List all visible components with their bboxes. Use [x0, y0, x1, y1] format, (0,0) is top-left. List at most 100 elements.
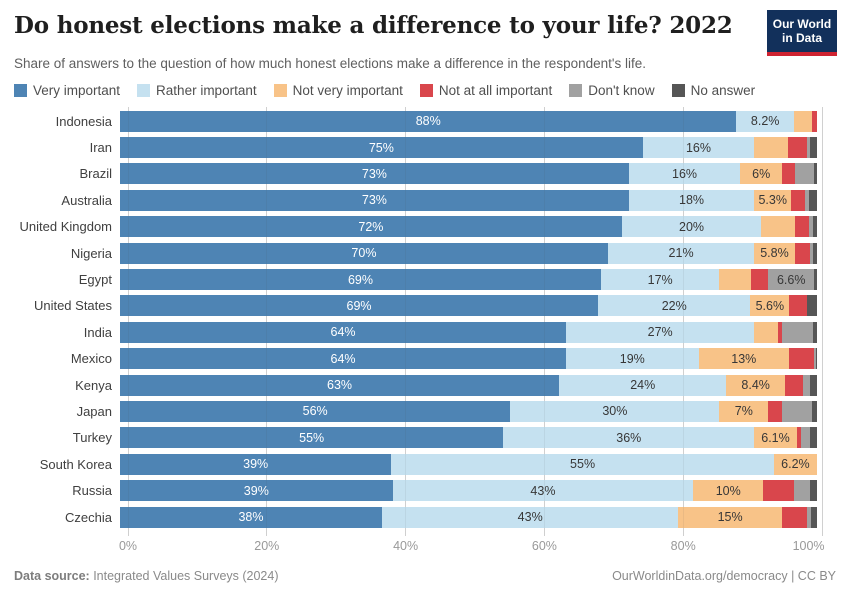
bar-segment	[807, 295, 817, 317]
country-label: Kenya	[75, 377, 112, 393]
bar-segment	[795, 216, 810, 238]
bar-segment-label: 39%	[243, 457, 269, 472]
legend-swatch-icon	[671, 84, 685, 97]
country-label: Turkey	[72, 430, 112, 446]
bar-segment-label: 72%	[358, 219, 384, 234]
bar-segment	[813, 242, 817, 264]
bar-segment-label: 8.4%	[741, 378, 770, 393]
bar-segment	[810, 137, 817, 159]
bar-segment: 6.6%	[768, 269, 815, 291]
bar-segment	[793, 480, 810, 502]
bar-row: Mexico 64% 19% 13%	[0, 346, 850, 372]
chart-subtitle: Share of answers to the question of how …	[14, 56, 646, 71]
bar-segment-label: 73%	[361, 166, 387, 181]
country-label: Mexico	[70, 351, 112, 367]
country-label: Japan	[76, 403, 112, 419]
bar-segment	[791, 189, 806, 211]
legend-swatch-icon	[137, 84, 151, 97]
bar-segment-label: 64%	[330, 325, 356, 340]
bar-segment-label: 6.2%	[781, 457, 810, 472]
owid-logo[interactable]: Our World in Data	[767, 10, 837, 56]
legend-swatch-icon	[569, 84, 583, 97]
bar-segment: 39%	[120, 480, 393, 502]
legend-item-4: Don't know	[569, 83, 655, 98]
country-label: India	[83, 324, 112, 340]
bar-segment: 15%	[678, 506, 782, 528]
stacked-bar: 39% 43% 10%	[120, 480, 817, 502]
bar-segment	[813, 348, 816, 370]
bar-row: Czechia 38% 43% 15%	[0, 504, 850, 530]
bar-segment	[754, 321, 778, 343]
bar-segment-label: 73%	[361, 193, 387, 208]
bar-segment	[793, 110, 813, 132]
bar-segment: 88%	[120, 110, 737, 132]
stacked-bar: 75% 16%	[120, 137, 817, 159]
bar-segment	[809, 427, 817, 449]
bar-segment: 55%	[391, 453, 774, 475]
stacked-bar: 73% 18% 5.3%	[120, 189, 817, 211]
bar-segment	[781, 506, 808, 528]
bar-row: Kenya 63% 24% 8.4%	[0, 372, 850, 398]
bar-segment-label: 19%	[619, 351, 645, 366]
bar-segment	[800, 427, 810, 449]
x-tick-label: 60%	[531, 539, 557, 553]
bar-segment-label: 6.1%	[761, 430, 790, 445]
x-axis-labels: 0% 20% 40% 60% 80% 100%	[119, 539, 825, 555]
legend-item-2: Not very important	[273, 83, 403, 98]
legend-item-5: No answer	[671, 83, 756, 98]
bar-segment	[810, 242, 814, 264]
bar-segment-label: 5.8%	[760, 246, 789, 261]
bar-segment-label: 5.3%	[758, 193, 787, 208]
bar-segment-label: 69%	[347, 272, 373, 287]
legend-label: No answer	[690, 83, 756, 98]
x-tick-label: 20%	[254, 539, 280, 553]
bar-segment	[794, 242, 810, 264]
stacked-bar: 38% 43% 15%	[120, 506, 817, 528]
credit-link[interactable]: OurWorldinData.org/democracy | CC BY	[612, 569, 836, 583]
stacked-bar: 56% 30% 7%	[120, 400, 817, 422]
country-label: South Korea	[39, 456, 112, 472]
bar-segment	[719, 269, 751, 291]
bar-segment	[812, 400, 817, 422]
bar-segment: 55%	[120, 427, 504, 449]
bar-segment	[796, 427, 801, 449]
stacked-bar: 70% 21% 5.8%	[120, 242, 817, 264]
bar-segment	[803, 374, 810, 396]
bar-segment	[810, 374, 817, 396]
bar-segment: 17%	[600, 269, 720, 291]
bar-segment-label: 18%	[679, 193, 705, 208]
bar-segment	[808, 189, 817, 211]
bar-segment: 19%	[566, 348, 699, 370]
bar-segment: 75%	[120, 137, 643, 159]
bar-segment-label: 43%	[517, 510, 543, 525]
bar-segment: 6%	[740, 163, 783, 185]
bar-segment: 72%	[120, 216, 622, 238]
bar-segment-label: 16%	[672, 166, 698, 181]
tick-mark	[266, 531, 268, 536]
stacked-bar: 64% 27%	[120, 321, 817, 343]
bar-row: Japan 56% 30% 7%	[0, 398, 850, 424]
bar-segment-label: 56%	[302, 404, 328, 419]
bar-segment: 43%	[381, 506, 679, 528]
bar-segment-label: 69%	[346, 298, 372, 313]
bar-segment	[782, 163, 796, 185]
legend-swatch-icon	[14, 84, 27, 97]
bar-segment	[814, 269, 817, 291]
country-label: Iran	[89, 140, 112, 156]
legend-item-0: Very important	[14, 83, 120, 98]
bar-segment: 43%	[392, 480, 694, 502]
bar-segment-label: 15%	[717, 510, 743, 525]
country-label: Egypt	[78, 272, 112, 288]
bar-segment-label: 22%	[661, 298, 687, 313]
bar-segment	[768, 400, 783, 422]
bar-segment	[784, 374, 804, 396]
bar-segment: 69%	[120, 295, 599, 317]
bar-row: Russia 39% 43% 10%	[0, 477, 850, 503]
legend-swatch-icon	[273, 84, 287, 97]
bar-segment	[789, 295, 808, 317]
bar-row: Egypt 69% 17% 6.6%	[0, 266, 850, 292]
bar-segment: 6.1%	[754, 427, 797, 449]
bar-segment-label: 36%	[616, 430, 642, 445]
bar-segment: 20%	[621, 216, 762, 238]
bar-segment	[763, 480, 794, 502]
